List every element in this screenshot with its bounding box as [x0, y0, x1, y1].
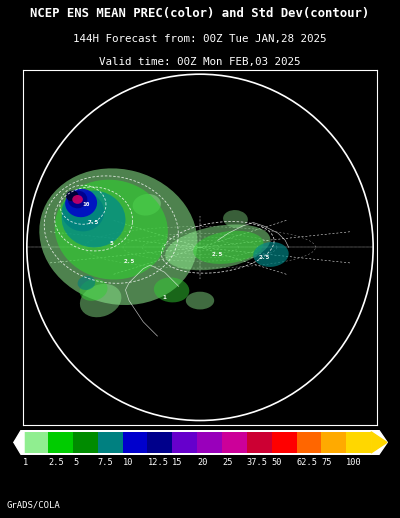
Text: 75: 75: [321, 458, 332, 467]
Polygon shape: [14, 432, 24, 453]
Text: 5: 5: [73, 458, 78, 467]
Text: 37.5: 37.5: [247, 458, 268, 467]
Ellipse shape: [62, 192, 104, 232]
Bar: [296, 432, 321, 453]
Ellipse shape: [133, 194, 161, 215]
Bar: [222, 432, 247, 453]
Text: GrADS/COLA: GrADS/COLA: [6, 500, 60, 510]
Ellipse shape: [55, 180, 168, 280]
Text: 20: 20: [197, 458, 208, 467]
Text: 7.5: 7.5: [88, 220, 99, 225]
Text: 15: 15: [172, 458, 183, 467]
Polygon shape: [27, 74, 373, 421]
Text: 1: 1: [23, 458, 28, 467]
Bar: [98, 432, 123, 453]
Bar: [247, 432, 272, 453]
Text: 10: 10: [123, 458, 133, 467]
Bar: [123, 432, 148, 453]
Text: 1: 1: [163, 295, 166, 299]
Ellipse shape: [62, 191, 126, 248]
Ellipse shape: [80, 284, 121, 317]
Bar: [23, 432, 48, 453]
Ellipse shape: [223, 210, 248, 228]
Text: 25: 25: [222, 458, 232, 467]
Text: 2.5: 2.5: [212, 252, 223, 257]
Bar: [321, 432, 346, 453]
Ellipse shape: [80, 279, 108, 301]
Ellipse shape: [68, 191, 87, 208]
Bar: [272, 432, 296, 453]
Text: 12.5: 12.5: [148, 458, 168, 467]
Bar: [48, 432, 73, 453]
Text: Valid time: 00Z Mon FEB,03 2025: Valid time: 00Z Mon FEB,03 2025: [99, 57, 301, 67]
Ellipse shape: [39, 168, 198, 305]
Bar: [346, 432, 371, 453]
Text: 144H Forecast from: 00Z Tue JAN,28 2025: 144H Forecast from: 00Z Tue JAN,28 2025: [73, 34, 327, 44]
Polygon shape: [371, 432, 387, 453]
Bar: [148, 432, 172, 453]
Ellipse shape: [78, 276, 95, 290]
Bar: [73, 432, 98, 453]
Text: 50: 50: [272, 458, 282, 467]
Polygon shape: [14, 430, 387, 455]
Text: 2.5: 2.5: [258, 255, 270, 261]
Text: 100: 100: [346, 458, 362, 467]
Text: NCEP ENS MEAN PREC(color) and Std Dev(contour): NCEP ENS MEAN PREC(color) and Std Dev(co…: [30, 7, 370, 20]
Text: 5: 5: [110, 241, 113, 246]
Text: 62.5: 62.5: [296, 458, 318, 467]
Text: 2.5: 2.5: [48, 458, 64, 467]
Bar: [197, 432, 222, 453]
Bar: [172, 432, 197, 453]
Text: 7.5: 7.5: [98, 458, 114, 467]
Ellipse shape: [66, 191, 78, 201]
Ellipse shape: [72, 195, 83, 204]
Ellipse shape: [186, 292, 214, 309]
Text: 10: 10: [83, 202, 90, 207]
Ellipse shape: [154, 278, 189, 303]
Ellipse shape: [253, 242, 289, 267]
Ellipse shape: [65, 189, 97, 217]
Ellipse shape: [193, 231, 264, 264]
Ellipse shape: [165, 224, 270, 270]
Text: 2.5: 2.5: [124, 259, 135, 264]
